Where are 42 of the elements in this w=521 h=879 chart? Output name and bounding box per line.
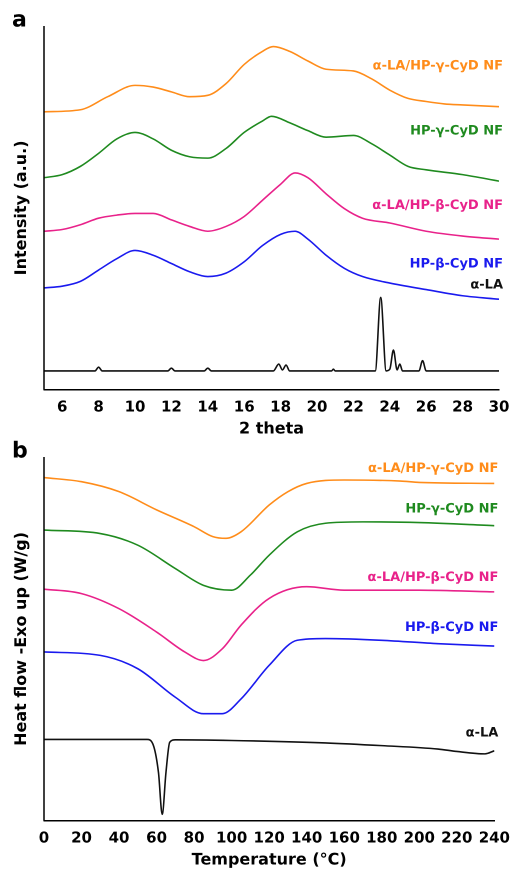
x-tick-label: 140 — [291, 828, 322, 847]
series-label: α-LA — [466, 726, 498, 741]
y-axis-title: Intensity (a.u.) — [11, 140, 30, 276]
x-tick-label: 14 — [197, 398, 218, 416]
x-tick-label: 180 — [366, 828, 398, 847]
series-label: α-LA/HP-β-CyD NF — [372, 198, 503, 214]
x-tick-label: 22 — [342, 398, 364, 416]
chart-title: a — [12, 8, 27, 33]
x-tick-label: 100 — [216, 828, 248, 847]
x-axis-title: Temperature (°C) — [192, 850, 347, 869]
y-axis-title: Heat flow -Exo up (W/g) — [11, 532, 30, 746]
series-label: HP-β-CyD NF — [410, 256, 503, 272]
x-tick-label: 0 — [38, 828, 50, 847]
series-label: α-LA/HP-γ-CyD NF — [372, 58, 503, 74]
x-tick-label: 200 — [404, 828, 435, 847]
series-label: HP-β-CyD NF — [404, 620, 498, 636]
x-tick-label: 160 — [328, 828, 360, 847]
x-tick-label: 80 — [184, 828, 205, 847]
x-axis-title: 2 theta — [238, 418, 304, 438]
x-tick-label: 20 — [306, 398, 328, 416]
x-tick-label: 40 — [108, 828, 130, 847]
series-label: α-LA/HP-β-CyD NF — [368, 570, 498, 586]
series-label: HP-γ-CyD NF — [405, 502, 498, 517]
x-tick-label: 12 — [160, 398, 182, 416]
x-tick-label: 60 — [146, 828, 168, 847]
x-tick-label: 220 — [441, 828, 472, 847]
series-label: HP-γ-CyD NF — [410, 124, 503, 139]
x-tick-label: 26 — [416, 398, 437, 416]
x-tick-label: 120 — [254, 828, 285, 847]
text: α-LA — [470, 277, 503, 292]
chart-title: b — [12, 438, 28, 464]
x-tick-label: 20 — [71, 828, 92, 847]
series-label: α-LA/HP-γ-CyD NF — [368, 460, 498, 476]
x-tick-label: 24 — [379, 398, 400, 416]
x-tick-label: 240 — [478, 828, 510, 847]
x-tick-label: 16 — [234, 398, 255, 416]
x-tick-label: 6 — [56, 398, 68, 416]
x-tick-label: 8 — [93, 398, 104, 416]
x-tick-label: 10 — [124, 398, 146, 416]
x-tick-label: 18 — [270, 398, 292, 416]
x-tick-label: 30 — [488, 398, 510, 416]
x-tick-label: 28 — [452, 398, 474, 416]
